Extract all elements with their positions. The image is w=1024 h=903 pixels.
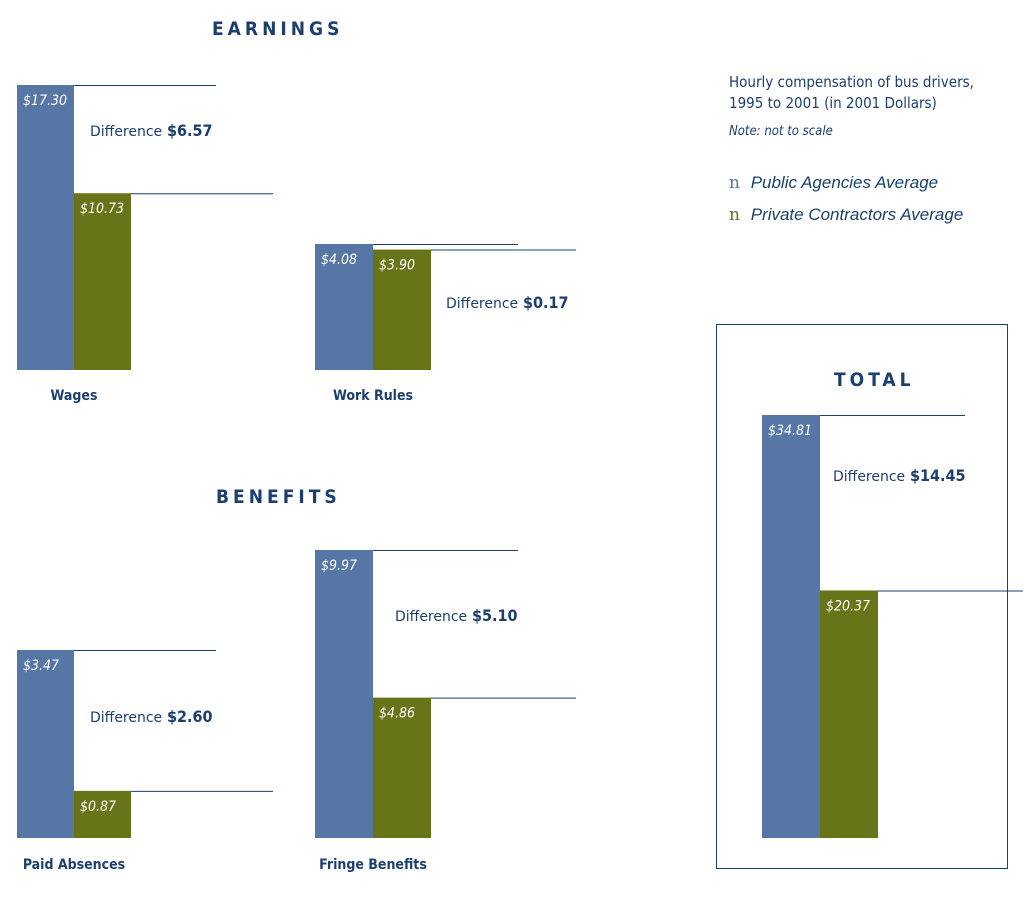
legend-item-public: n Public Agencies Average (729, 167, 1009, 199)
category-label-work-rules: Work Rules (333, 388, 413, 404)
legend-note: Note: not to scale (729, 124, 833, 139)
value-label-paid-absences-private: $0.87 (80, 799, 116, 815)
legend-label-private: Private Contractors Average (750, 205, 964, 224)
difference-text-fringe-benefits: Difference (395, 609, 467, 625)
value-label-wages-private: $10.73 (80, 201, 124, 217)
category-label-fringe-benefits: Fringe Benefits (319, 857, 427, 873)
category-label-wages: Wages (51, 388, 98, 404)
value-label-work-rules-private: $3.90 (379, 258, 415, 274)
total-title: TOTAL (834, 369, 915, 391)
bar-work-rules-private (373, 249, 431, 370)
legend-marker-private-icon: n (729, 205, 740, 225)
value-label-fringe-benefits-private: $4.86 (379, 706, 415, 722)
difference-value-total: $14.45 (910, 466, 966, 485)
value-label-wages-public: $17.30 (23, 93, 67, 109)
difference-text-total: Difference (833, 469, 905, 485)
benefits-title: BENEFITS (216, 486, 341, 508)
total-box (716, 324, 1008, 869)
bar-work-rules-public (315, 244, 373, 370)
bar-fringe-benefits-public (315, 550, 373, 838)
difference-text-work-rules: Difference (446, 296, 518, 312)
value-label-total-public: $34.81 (768, 423, 812, 439)
difference-value-wages: $6.57 (167, 121, 213, 140)
legend: Hourly compensation of bus drivers, 1995… (729, 72, 1009, 231)
value-label-fringe-benefits-public: $9.97 (321, 558, 357, 574)
difference-text-paid-absences: Difference (90, 710, 162, 726)
legend-marker-public-icon: n (729, 173, 740, 193)
value-label-work-rules-public: $4.08 (321, 252, 357, 268)
bar-total-public (762, 415, 820, 838)
legend-label-public: Public Agencies Average (750, 173, 939, 192)
legend-title-line2: 1995 to 2001 (in 2001 Dollars) (729, 94, 937, 112)
difference-text-wages: Difference (90, 124, 162, 140)
difference-value-fringe-benefits: $5.10 (472, 606, 518, 625)
legend-item-private: n Private Contractors Average (729, 199, 1009, 231)
bar-fringe-benefits-private (373, 697, 431, 838)
category-label-paid-absences: Paid Absences (23, 857, 125, 873)
earnings-title: EARNINGS (212, 18, 344, 40)
legend-title-line1: Hourly compensation of bus drivers, (729, 73, 974, 91)
difference-value-work-rules: $0.17 (523, 293, 569, 312)
bar-wages-public (17, 85, 74, 370)
difference-value-paid-absences: $2.60 (167, 707, 213, 726)
bar-total-private (820, 590, 878, 838)
bar-paid-absences-private (74, 790, 131, 838)
bar-paid-absences-public (17, 650, 74, 838)
bar-wages-private (74, 193, 131, 370)
value-label-paid-absences-public: $3.47 (23, 658, 59, 674)
value-label-total-private: $20.37 (826, 598, 870, 614)
